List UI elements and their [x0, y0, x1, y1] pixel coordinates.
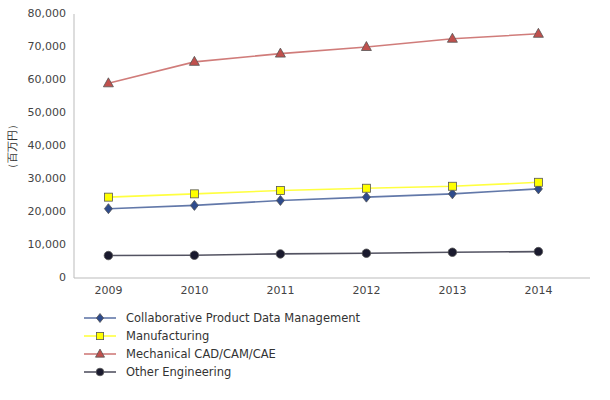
legend-marker [96, 314, 103, 323]
y-tick-label: 80,000 [28, 7, 67, 20]
plot-data [103, 28, 543, 260]
series-marker [448, 182, 456, 190]
y-tick-label: 50,000 [28, 106, 67, 119]
series-marker [361, 42, 371, 51]
legend-label: Collaborative Product Data Management [126, 311, 361, 325]
legend-label: Other Engineering [126, 365, 231, 379]
series-marker [276, 187, 284, 195]
series-marker [533, 28, 543, 37]
legend-marker [96, 349, 105, 357]
x-tick-label: 2009 [94, 284, 122, 297]
y-tick-label: 10,000 [28, 238, 67, 251]
series-marker [534, 178, 542, 186]
y-tick-label: 60,000 [28, 73, 67, 86]
x-tick-label: 2010 [180, 284, 208, 297]
series-marker [276, 250, 285, 259]
series-marker [362, 249, 371, 258]
legend-label: Mechanical CAD/CAM/CAE [126, 347, 276, 361]
series-line [108, 252, 538, 256]
x-tick-label: 2012 [352, 284, 380, 297]
series-marker [362, 184, 370, 192]
series-marker [448, 248, 457, 257]
y-axis-line [74, 14, 75, 278]
legend-label: Manufacturing [126, 329, 209, 343]
x-tick-label: 2014 [524, 284, 552, 297]
y-axis-label: （百万円） [6, 119, 19, 174]
legend-marker [96, 332, 103, 339]
series-marker [104, 193, 112, 201]
y-tick-label: 70,000 [28, 40, 67, 53]
series-marker [190, 200, 198, 210]
series-marker [275, 48, 285, 57]
series-marker [104, 251, 113, 260]
legend: Collaborative Product Data Management Man… [84, 311, 361, 379]
legend-marker [96, 368, 104, 376]
series-marker [104, 204, 112, 214]
series-marker [362, 192, 370, 202]
series-line [108, 34, 538, 84]
y-tick-label: 0 [59, 271, 66, 284]
series-line [108, 182, 538, 197]
series-marker [276, 195, 284, 205]
series-marker [103, 78, 113, 87]
y-tick-label: 30,000 [28, 172, 67, 185]
series-marker [447, 33, 457, 42]
series-marker [190, 251, 199, 259]
y-tick-label: 20,000 [28, 205, 67, 218]
chart: 0 10,000 20,000 30,000 40,000 50,000 60,000 70,… [0, 0, 610, 400]
x-axis-line [74, 278, 590, 279]
y-tick-label: 40,000 [28, 139, 67, 152]
x-tick-label: 2013 [438, 284, 466, 297]
series-marker [190, 190, 198, 198]
x-tick-label: 2011 [266, 284, 294, 297]
series-line [108, 189, 538, 209]
series-marker [189, 56, 199, 65]
series-marker [534, 247, 543, 256]
